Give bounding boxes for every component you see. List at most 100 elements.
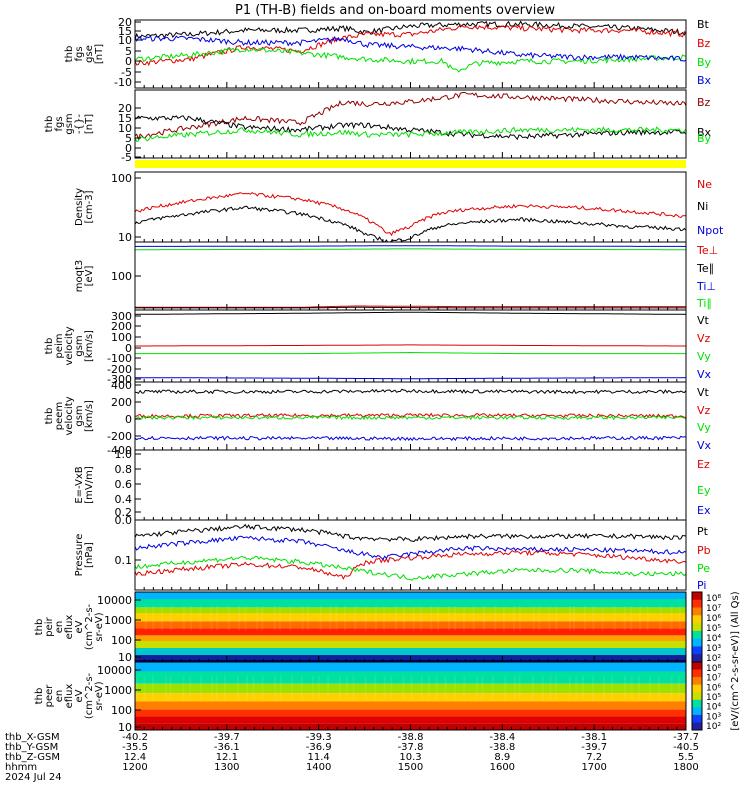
spectrogram-streak <box>453 675 456 700</box>
colorbar-cell <box>692 638 702 647</box>
spectrogram-band <box>135 716 686 724</box>
spectrogram-streak <box>261 606 264 631</box>
ylabel-line: [km/s] <box>84 400 95 432</box>
ytick-label: 0.1 <box>115 554 133 567</box>
ylabel-pressure: Pressure [nPa] <box>74 534 95 577</box>
spectrogram-streak <box>549 675 552 700</box>
spectrogram-streak <box>630 675 633 700</box>
spectrogram-streak <box>245 675 248 700</box>
spectrogram-streak <box>648 675 651 700</box>
spectrogram-streak <box>502 606 505 631</box>
ytick-label: 10 <box>118 231 132 244</box>
spectrogram-streak <box>582 675 585 700</box>
spectrogram-streak <box>151 675 154 700</box>
ytick-label: 200 <box>111 320 132 333</box>
xaxis-value: 1400 <box>306 762 331 773</box>
ylabel-peer-spectrogram: thb peer en eflux eV (cm^2-s-sr-eV) <box>34 672 105 719</box>
legend-Ez: Ez <box>697 458 710 471</box>
colorbar: 10⁸10⁷10⁶10⁵10⁴10³10²10⁸10⁷10⁶10⁵10⁴10³1… <box>691 591 741 732</box>
xaxis-value: 12.4 <box>124 752 146 763</box>
spectrogram-streak <box>161 606 164 631</box>
spectrogram-streak <box>211 675 214 700</box>
spectrogram-streak <box>182 606 185 631</box>
xaxis-value: 12.1 <box>216 752 238 763</box>
legend-Vx: Vx <box>697 439 712 452</box>
spectrogram-streak <box>394 606 397 631</box>
spectrogram-streak <box>447 606 450 631</box>
ylabel-line: eV <box>74 620 85 633</box>
legend-Ne: Ne <box>697 178 712 191</box>
spectrogram-streak <box>638 675 641 700</box>
ylabel-line: thb <box>64 46 75 63</box>
spectrogram-streak <box>216 606 219 631</box>
legend-Vx: Vx <box>697 368 712 381</box>
ytick-label: -5 <box>121 66 132 79</box>
spectrogram-streak <box>390 675 393 700</box>
spectrogram-streak <box>435 675 438 700</box>
spectrogram-streak <box>252 675 255 700</box>
colorbar-cell <box>692 662 702 671</box>
spectrogram-streak <box>420 675 423 700</box>
legend-Pt: Pt <box>697 525 709 538</box>
spectrogram-streak <box>278 606 281 631</box>
xaxis-value: 8.9 <box>494 752 510 763</box>
spectrogram-streak <box>410 675 413 700</box>
spectrogram-streak <box>476 675 479 700</box>
spectrogram-band <box>135 701 686 710</box>
traces-pressure <box>135 523 686 581</box>
panel-efield: E=-VxB [mV/m] 1.0 0.8 0.6 0.40.20.0 Ez Ey Ex <box>74 448 711 527</box>
colorbar-tick-label: 10² <box>706 722 721 732</box>
xaxis-row-label: thb_Y-GSM <box>5 742 58 753</box>
traces-temperature <box>135 245 686 309</box>
series-line-Vy <box>135 415 686 421</box>
ytick-label: 10000 <box>97 664 132 677</box>
ytick-label: 400 <box>111 379 132 392</box>
spectrogram-streak <box>190 606 193 631</box>
spectrogram-streak <box>374 606 377 631</box>
xaxis-value: -35.5 <box>122 742 148 753</box>
ytick-label: -5 <box>121 151 132 164</box>
traces-fgs-gsm <box>135 91 686 142</box>
series-line-Vz <box>135 344 686 347</box>
ylabel-line: [nT] <box>94 44 105 64</box>
spectrogram-streak <box>678 606 681 631</box>
ylabel-density: Density [cm-3] <box>74 188 95 226</box>
colorbar-tick-label: 10³ <box>706 712 721 722</box>
ylabel-line: peer <box>44 684 55 708</box>
series-line-Vt <box>135 388 686 395</box>
colorbar-tick-label: 10⁵ <box>706 624 721 634</box>
colorbar-tick-label: 10⁶ <box>706 683 721 693</box>
ytick-label: 0 <box>125 55 132 68</box>
spectrogram-streak <box>482 606 485 631</box>
series-line-Bx <box>135 35 686 62</box>
series-line-Pb <box>135 549 686 580</box>
spectrogram-streak <box>143 675 146 700</box>
legend-Vy: Vy <box>697 350 711 363</box>
ylabel-line: thb <box>44 338 55 355</box>
series-line-Vt <box>135 311 686 315</box>
panel-pressure: Pressure [nPa] 0.1 Pt Pb Pe Pi <box>74 519 711 592</box>
ytick-label: 0 <box>125 342 132 355</box>
spectrogram-streak <box>420 606 423 631</box>
spectrogram-streak <box>518 675 521 700</box>
colorbar-tick-label: 10⁸ <box>706 664 721 674</box>
colorbar-tick-label: 10⁷ <box>706 604 721 614</box>
panel-frame <box>134 241 687 311</box>
xaxis-value: -40.2 <box>122 732 148 743</box>
spectrogram-streak <box>514 675 517 700</box>
spectrogram-streak <box>136 675 139 700</box>
colorbar-tick-label: 10⁴ <box>706 703 721 713</box>
spectrogram-streak <box>255 606 258 631</box>
spectrogram-streak <box>279 675 282 700</box>
ytick-label: 10 <box>118 651 132 664</box>
spectrogram-streak <box>227 606 230 631</box>
colorbar-title: [eV/(cm^2-s-sr-eV)] (All Qs) <box>730 591 741 730</box>
spectrogram-streak <box>670 675 673 700</box>
ytick-label: 300 <box>111 310 132 323</box>
spectrogram-streak <box>592 606 595 631</box>
xaxis-value: -40.5 <box>673 742 699 753</box>
spectrogram-streak <box>541 675 544 700</box>
spectrogram-streak <box>568 606 571 631</box>
